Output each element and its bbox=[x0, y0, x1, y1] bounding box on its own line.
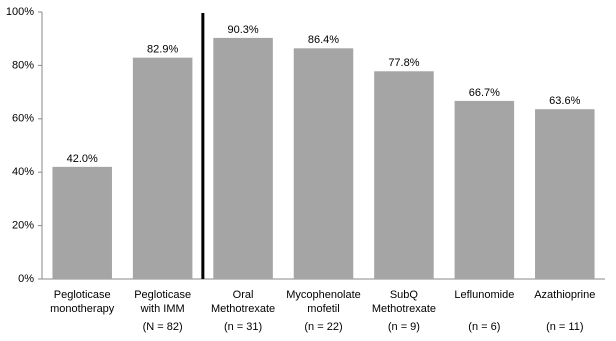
sample-size: (n = 31) bbox=[224, 321, 262, 333]
x-tick-label: Methotrexate bbox=[211, 303, 275, 315]
y-tick-label: 40% bbox=[12, 166, 34, 178]
y-tick-label: 0% bbox=[18, 273, 34, 285]
value-label: 82.9% bbox=[147, 44, 178, 56]
bar bbox=[374, 71, 434, 279]
sample-size: (n = 22) bbox=[304, 321, 342, 333]
bar bbox=[454, 100, 515, 279]
bar bbox=[293, 48, 354, 280]
sample-size: (n = 9) bbox=[388, 321, 420, 333]
x-tick-label: with IMM bbox=[140, 303, 185, 315]
x-tick-label: Methotrexate bbox=[372, 303, 436, 315]
y-tick-label: 60% bbox=[12, 113, 34, 125]
value-label: 42.0% bbox=[67, 153, 98, 165]
sample-size: (n = 11) bbox=[546, 321, 583, 333]
y-tick-label: 100% bbox=[6, 6, 34, 18]
bar bbox=[132, 57, 193, 280]
value-label: 90.3% bbox=[227, 24, 258, 36]
value-label: 66.7% bbox=[469, 87, 500, 99]
y-tick-label: 80% bbox=[12, 59, 34, 71]
value-label: 77.8% bbox=[388, 57, 419, 69]
x-tick-label: mofetil bbox=[307, 303, 339, 315]
sample-size: (N = 82) bbox=[143, 321, 183, 333]
sample-size: (n = 6) bbox=[468, 321, 500, 333]
x-tick-label: Pegloticase bbox=[134, 289, 191, 301]
bar bbox=[535, 109, 595, 279]
x-tick-label: SubQ bbox=[390, 289, 419, 301]
x-tick-label: Leflunomide bbox=[454, 289, 514, 301]
bar bbox=[52, 166, 112, 279]
x-tick-label: Pegloticase bbox=[54, 289, 111, 301]
bar bbox=[213, 37, 273, 279]
value-label: 63.6% bbox=[549, 95, 580, 107]
x-tick-label: Mycophenolate bbox=[286, 289, 361, 301]
value-label: 86.4% bbox=[308, 34, 339, 46]
x-tick-label: Oral bbox=[233, 289, 254, 301]
x-tick-label: monotherapy bbox=[50, 303, 115, 315]
y-tick-label: 20% bbox=[12, 220, 34, 232]
x-tick-label: Azathioprine bbox=[534, 289, 595, 301]
